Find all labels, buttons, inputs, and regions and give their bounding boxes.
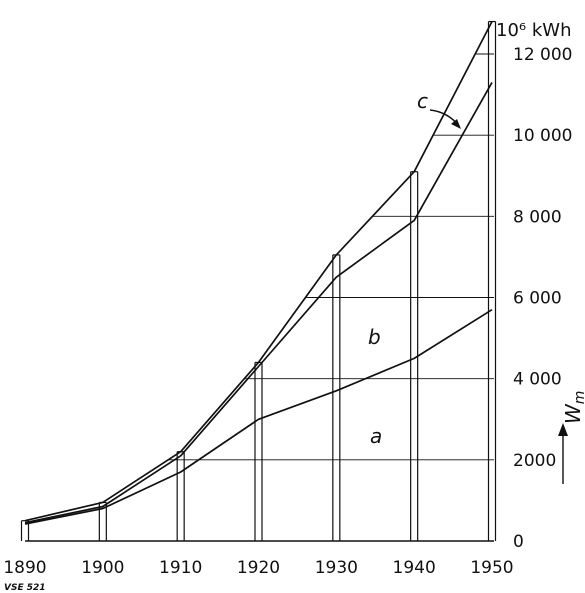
- x-tick-label: 1910: [159, 558, 202, 578]
- series-lines: [24, 21, 493, 525]
- series-label-b: b: [368, 325, 381, 349]
- y-tick-label: 0: [513, 532, 524, 552]
- x-tick-label: 1930: [315, 558, 358, 578]
- series-line-b: [24, 81, 493, 524]
- y-tick-label: 12 000: [513, 45, 572, 65]
- y-axis-title-main: W: [561, 403, 585, 424]
- x-tick-label: 1950: [470, 558, 513, 578]
- unit-label: 10⁶ kWh: [496, 20, 571, 41]
- source-code-label: VSE 521: [4, 583, 46, 593]
- series-line-a: [24, 308, 493, 525]
- y-tick-label: 8 000: [513, 207, 562, 227]
- series-label-c: c: [417, 89, 428, 113]
- x-tick-label: 1920: [237, 558, 280, 578]
- y-tick-label: 10 000: [513, 126, 572, 146]
- series-line-c: [24, 21, 493, 522]
- series-label-a: a: [370, 424, 382, 448]
- y-tick-labels: 0 2000 4 000 6 000 8 000 10 000 12 000: [513, 45, 572, 552]
- y-axis-title: Wm: [558, 391, 585, 484]
- x-tick-label: 1890: [3, 558, 46, 578]
- x-tick-label: 1900: [81, 558, 124, 578]
- y-tick-label: 4 000: [513, 370, 562, 390]
- x-tick-label: 1940: [393, 558, 436, 578]
- y-tick-label: 2000: [513, 451, 556, 471]
- series-c-pointer-arrowhead: [451, 119, 461, 129]
- y-axis-title-sub: m: [572, 391, 585, 405]
- y-axis-title-text: Wm: [561, 391, 585, 424]
- y-tick-label: 6 000: [513, 289, 562, 309]
- grid-lines: [25, 53, 494, 542]
- y-axis-arrowhead: [558, 423, 568, 436]
- x-tick-labels: 1890 1900 1910 1920 1930 1940 1950: [3, 558, 513, 578]
